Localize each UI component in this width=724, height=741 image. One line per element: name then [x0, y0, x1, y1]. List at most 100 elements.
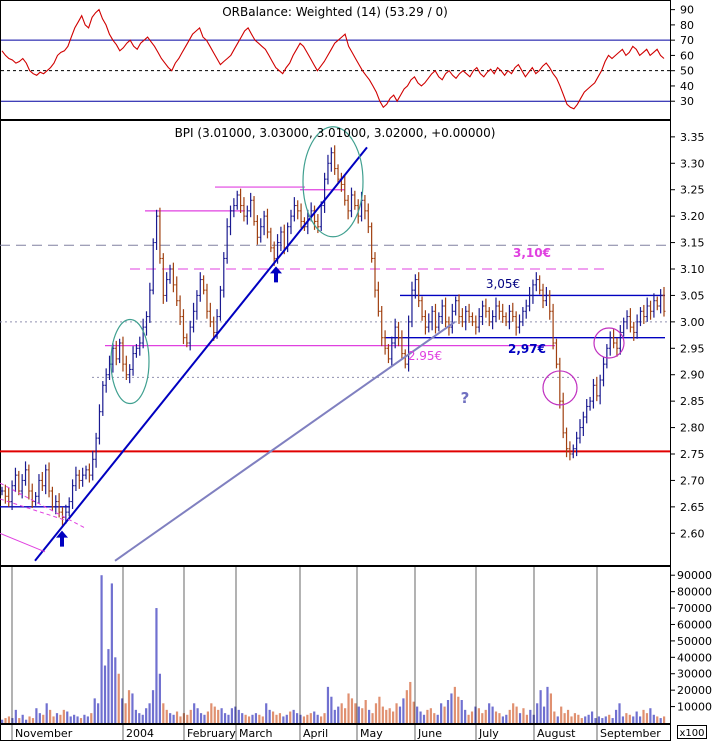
volume-bar: [419, 711, 422, 723]
volume-bar: [151, 690, 155, 723]
volume-bar: [563, 713, 566, 723]
volume-bar: [440, 703, 443, 723]
volume-bar: [254, 713, 258, 723]
indicator-panel: [0, 0, 671, 120]
volume-bar: [124, 703, 127, 723]
indicator-tick-label: 80: [680, 19, 694, 32]
volume-bar: [49, 709, 52, 723]
month-label: May: [360, 727, 383, 740]
volume-tick-label: 30000: [677, 668, 712, 681]
volume-bar: [127, 690, 131, 723]
volume-bar: [121, 698, 124, 723]
price-tick-label: 3.20: [680, 210, 705, 223]
volume-bar: [309, 713, 312, 723]
volume-bar: [450, 693, 453, 723]
volume-bar: [62, 709, 65, 723]
volume-bar: [148, 703, 151, 723]
indicator-series-layer: [1, 8, 665, 110]
volume-bar: [474, 706, 477, 723]
volume-bar: [604, 716, 607, 723]
volume-bar: [278, 713, 282, 723]
volume-bar: [508, 709, 511, 723]
volume-bar: [645, 713, 649, 723]
volume-bar: [90, 713, 93, 723]
volume-bar: [42, 714, 45, 723]
price-tick-label: 2.65: [680, 501, 705, 514]
volume-bar: [549, 693, 553, 723]
volume-bar: [199, 713, 203, 723]
volume-bar: [244, 714, 247, 723]
volume-bar: [158, 673, 161, 723]
volume-bar: [525, 714, 528, 723]
uptrend-line-secondary: [114, 321, 456, 562]
volume-tick-label: 40000: [677, 651, 712, 664]
volume-bar: [642, 709, 645, 723]
volume-tick-label: 50000: [677, 635, 712, 648]
volume-bar: [103, 665, 107, 723]
volume-bar: [93, 698, 96, 723]
month-label: September: [600, 727, 661, 740]
volume-bar: [539, 690, 542, 723]
volume-bar: [388, 708, 391, 723]
volume-bar: [230, 708, 234, 723]
price-tick-label: 2.75: [680, 448, 705, 461]
price-title: BPI (3.01000, 3.03000, 3.01000, 3.02000,…: [175, 126, 496, 140]
volume-bar: [621, 716, 625, 723]
volume-bar: [625, 713, 628, 723]
volume-bar: [107, 649, 110, 723]
volume-bar: [426, 709, 429, 723]
volume-bars-layer: [1, 575, 666, 723]
up-arrow-icon: [56, 530, 68, 547]
volume-bar: [340, 703, 343, 723]
price-tick-label: 3.05: [680, 289, 705, 302]
volume-bar: [594, 718, 597, 723]
indicator-tick-label: 60: [680, 49, 694, 62]
trendlines-layer: [0, 126, 625, 562]
annotation-2-95: 2.95€: [408, 349, 442, 363]
price-tick-label: 3.10: [680, 263, 705, 276]
volume-bar: [299, 714, 302, 723]
volume-bar: [402, 698, 405, 723]
indicator-title: ORBalance: Weighted (14) (53.29 / 0): [222, 5, 448, 19]
volume-bar: [436, 714, 439, 723]
volume-bar: [237, 709, 240, 723]
channel-top-line: [0, 482, 86, 529]
volume-bar: [265, 703, 268, 723]
volume-bar: [652, 714, 655, 723]
volume-bar: [457, 696, 460, 723]
volume-tick-label: 80000: [677, 586, 712, 599]
volume-bar: [618, 703, 621, 723]
price-tick-label: 2.80: [680, 422, 705, 435]
volume-bar: [498, 713, 501, 723]
volume-bar: [251, 714, 254, 723]
volume-bar: [515, 706, 518, 723]
volume-bar: [481, 713, 484, 723]
volume-bar: [66, 711, 69, 723]
volume-bar: [529, 709, 532, 723]
volume-bar: [241, 713, 244, 723]
volume-bar: [398, 706, 402, 723]
volume-bar: [337, 706, 340, 723]
volume-bar: [59, 714, 62, 723]
indicator-tick-label: 70: [680, 34, 694, 47]
volume-bar: [488, 703, 491, 723]
annotation-2-97: 2,97€: [508, 342, 546, 356]
volume-bar: [45, 703, 48, 723]
month-label: 2004: [126, 727, 154, 740]
volume-bar: [381, 706, 384, 723]
month-label: June: [417, 727, 442, 740]
month-label: August: [537, 727, 576, 740]
volume-bar: [141, 714, 144, 723]
price-panel: [0, 120, 671, 566]
volume-bar: [395, 703, 398, 723]
volume-bar: [446, 700, 450, 723]
volume-bar: [323, 713, 326, 723]
volume-bar: [268, 709, 271, 723]
highlight-ellipse-breakout: [110, 318, 150, 405]
volume-bar: [577, 714, 580, 723]
volume-bar: [429, 708, 432, 723]
volume-bar: [491, 706, 494, 723]
volume-bar: [275, 714, 278, 723]
volume-bar: [145, 708, 148, 723]
annotation-question-mark: ?: [461, 389, 470, 407]
